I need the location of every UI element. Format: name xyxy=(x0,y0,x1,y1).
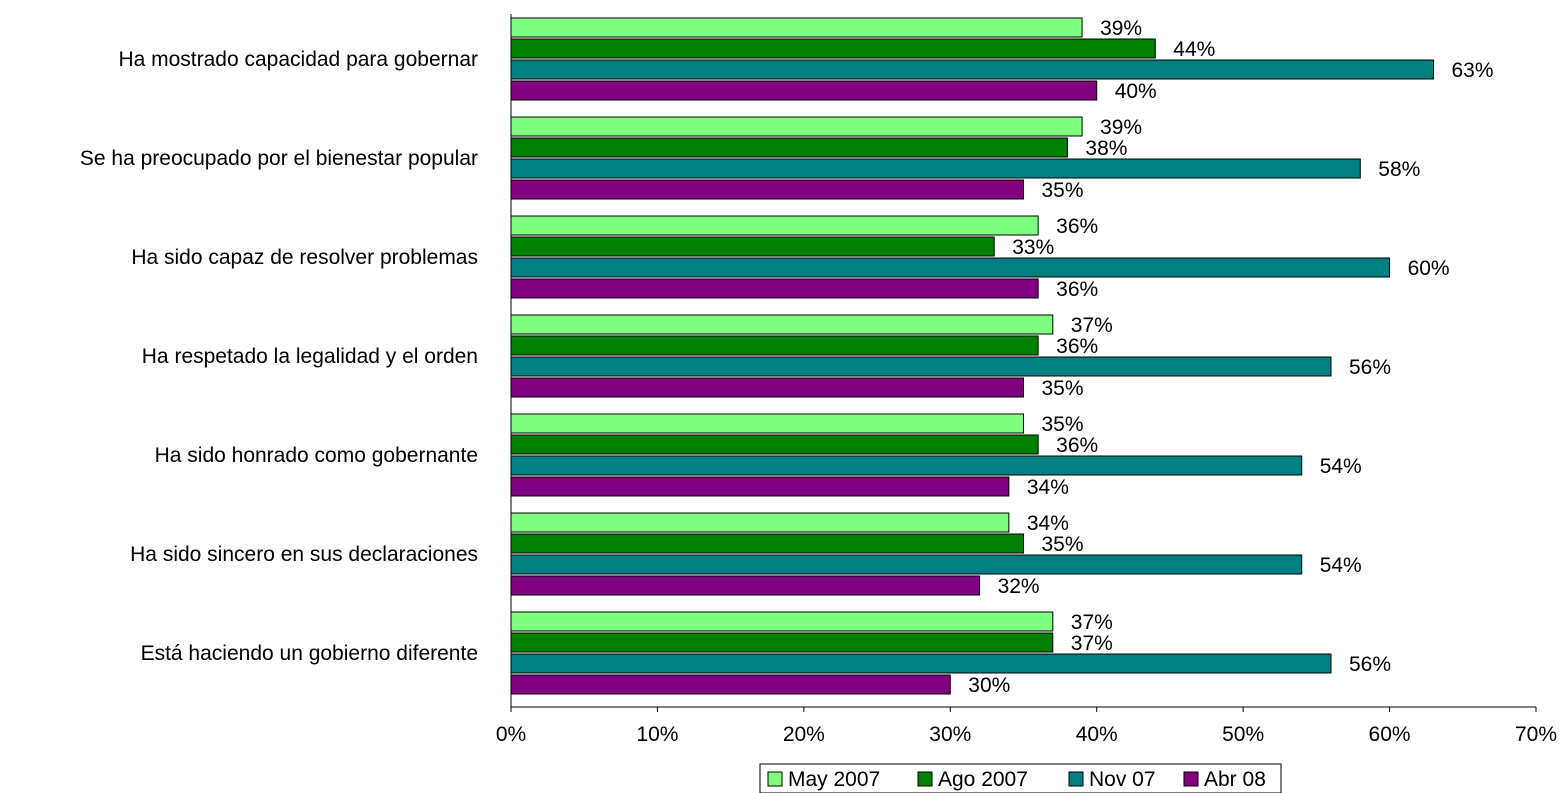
data-label: 58% xyxy=(1378,158,1420,181)
x-tick-label: 0% xyxy=(496,723,526,746)
data-label: 30% xyxy=(968,674,1010,697)
category-label: Ha respetado la legalidad y el orden xyxy=(142,345,478,368)
bar xyxy=(510,59,1434,80)
bar xyxy=(510,38,1156,59)
bar xyxy=(510,356,1332,377)
data-label: 40% xyxy=(1115,80,1157,103)
data-label: 56% xyxy=(1349,356,1391,379)
bar xyxy=(510,377,1024,398)
legend-label: May 2007 xyxy=(788,768,880,791)
x-tick-label: 40% xyxy=(1076,723,1118,746)
legend-label: Ago 2007 xyxy=(938,768,1028,791)
bar xyxy=(510,116,1083,137)
category-label: Se ha preocupado por el bienestar popula… xyxy=(80,147,478,170)
bar xyxy=(510,413,1024,434)
data-label: 34% xyxy=(1027,476,1069,499)
bar xyxy=(510,674,951,695)
x-tick-label: 30% xyxy=(929,723,971,746)
data-label: 37% xyxy=(1071,632,1113,655)
category-label: Ha sido honrado como gobernante xyxy=(155,444,478,467)
x-tick-label: 70% xyxy=(1515,723,1557,746)
bars-group xyxy=(510,17,1434,695)
data-label: 60% xyxy=(1408,257,1450,280)
bar xyxy=(510,80,1098,101)
bar xyxy=(510,158,1361,179)
bar xyxy=(510,575,981,596)
data-label: 38% xyxy=(1085,137,1127,160)
data-label: 54% xyxy=(1320,554,1362,577)
bar xyxy=(510,476,1010,497)
data-label: 36% xyxy=(1056,434,1098,457)
bar xyxy=(510,554,1303,575)
data-label: 36% xyxy=(1056,335,1098,358)
bar xyxy=(510,512,1010,533)
data-label: 32% xyxy=(998,575,1040,598)
data-label: 34% xyxy=(1027,512,1069,535)
legend-swatch xyxy=(1068,771,1084,787)
data-labels-group: 39%44%63%40%39%38%58%35%36%33%60%36%37%3… xyxy=(968,17,1493,697)
bar xyxy=(510,179,1024,200)
bar xyxy=(510,257,1391,278)
bar xyxy=(510,314,1054,335)
data-label: 44% xyxy=(1173,38,1215,61)
legend-label: Nov 07 xyxy=(1089,768,1156,791)
category-label: Ha mostrado capacidad para gobernar xyxy=(118,48,478,71)
bar xyxy=(510,632,1054,653)
data-label: 36% xyxy=(1056,215,1098,238)
bar xyxy=(510,611,1054,632)
data-label: 39% xyxy=(1100,17,1142,40)
x-tick-label: 20% xyxy=(783,723,825,746)
category-label: Ha sido sincero en sus declaraciones xyxy=(130,543,478,566)
bar xyxy=(510,455,1303,476)
x-tick-label: 10% xyxy=(636,723,678,746)
x-tick-label: 60% xyxy=(1369,723,1411,746)
legend-label: Abr 08 xyxy=(1204,768,1266,791)
bar xyxy=(510,137,1068,158)
legend-swatch xyxy=(917,771,933,787)
data-label: 35% xyxy=(1042,533,1084,556)
category-labels-group: Ha mostrado capacidad para gobernar Se ha… xyxy=(80,48,478,665)
data-label: 35% xyxy=(1042,377,1084,400)
legend-swatch xyxy=(767,771,783,787)
x-tick-label: 50% xyxy=(1222,723,1264,746)
category-label: Está haciendo un gobierno diferente xyxy=(141,642,478,665)
bar xyxy=(510,236,995,257)
bar xyxy=(510,533,1024,554)
legend: May 2007 Ago 2007 Nov 07 Abr 08 xyxy=(759,763,1282,793)
legend-swatch xyxy=(1183,771,1199,787)
bar xyxy=(510,653,1332,674)
bar xyxy=(510,17,1083,38)
data-label: 35% xyxy=(1042,179,1084,202)
data-label: 37% xyxy=(1071,611,1113,634)
data-label: 33% xyxy=(1012,236,1054,259)
data-label: 63% xyxy=(1452,59,1494,82)
data-label: 36% xyxy=(1056,278,1098,301)
x-tick-labels-group: 0% 10% 20% 30% 40% 50% 60% 70% xyxy=(496,707,1557,746)
bar xyxy=(510,215,1039,236)
bar xyxy=(510,434,1039,455)
category-label: Ha sido capaz de resolver problemas xyxy=(131,246,478,269)
data-label: 54% xyxy=(1320,455,1362,478)
bar xyxy=(510,335,1039,356)
data-label: 56% xyxy=(1349,653,1391,676)
data-label: 37% xyxy=(1071,314,1113,337)
data-label: 39% xyxy=(1100,116,1142,139)
data-label: 35% xyxy=(1042,413,1084,436)
bar xyxy=(510,278,1039,299)
